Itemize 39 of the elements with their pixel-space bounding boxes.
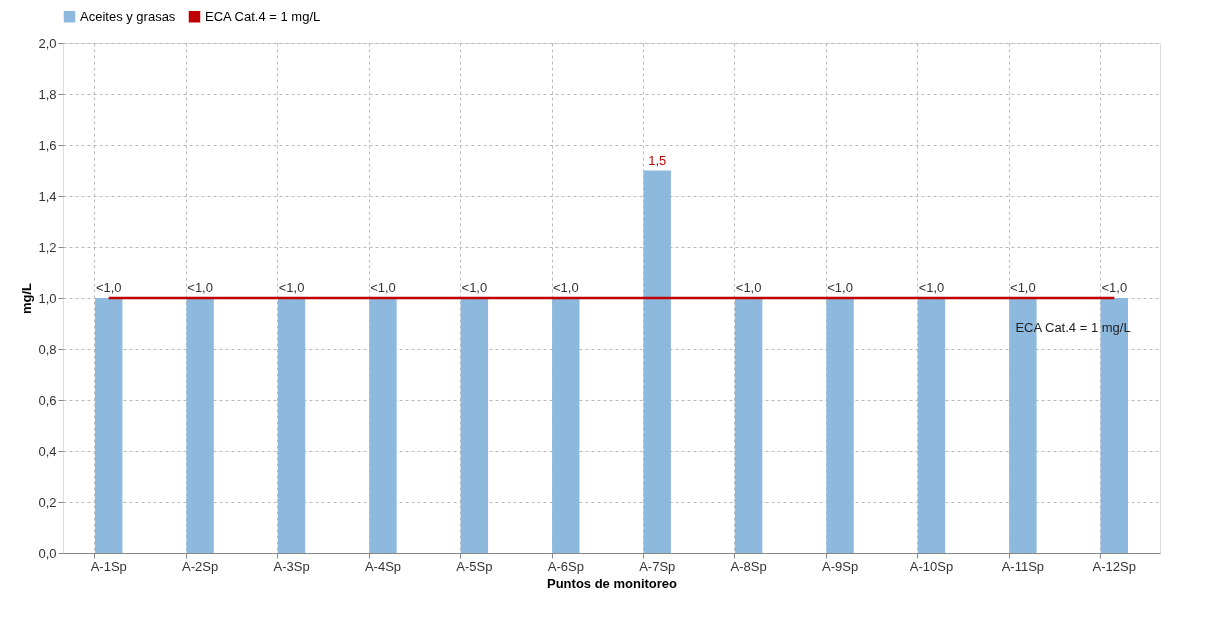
data-label: <1,0: [827, 280, 853, 295]
y-tick-label: 1,6: [38, 137, 57, 153]
y-tick-label: 1,2: [38, 239, 57, 255]
legend-label: Aceites y grasas: [80, 8, 176, 24]
x-tick-label: A-5Sp: [456, 558, 493, 574]
x-tick-label: A-9Sp: [821, 558, 859, 574]
y-tick-label: 0,8: [38, 341, 57, 357]
x-tick-label: A-11Sp: [1001, 558, 1045, 574]
y-tick-label: 1,4: [38, 188, 57, 204]
x-tick-label: A-8Sp: [730, 558, 767, 574]
y-tick-label: 0,6: [38, 392, 57, 408]
y-tick-label: 1,0: [38, 290, 57, 306]
y-tick-label: 0,2: [38, 494, 57, 510]
x-tick-label: A-4Sp: [364, 558, 402, 574]
data-label: <1,0: [1010, 280, 1036, 295]
y-tick-label: 1,8: [38, 86, 57, 102]
data-label: <1,0: [95, 280, 122, 295]
x-tick-label: A-6Sp: [547, 558, 584, 574]
x-axis-title: Puntos de monitoreo: [547, 575, 678, 591]
y-tick-label: 2,0: [38, 35, 57, 51]
x-tick-label: A-2Sp: [182, 558, 219, 574]
data-label: <1,0: [552, 280, 579, 295]
x-tick-label: A-12Sp: [1092, 558, 1136, 574]
data-label: <1,0: [1101, 280, 1128, 295]
y-tick-label: 0,0: [38, 545, 57, 561]
x-tick-label: A-10Sp: [909, 558, 954, 574]
x-tick-label: A-1Sp: [90, 558, 127, 574]
data-label: <1,0: [735, 280, 762, 295]
y-tick-label: 0,4: [38, 443, 57, 459]
data-label: 1,5: [648, 152, 667, 168]
legend-label: ECA Cat.4 = 1 mg/L: [205, 8, 321, 24]
data-label: <1,0: [278, 280, 305, 295]
x-tick-label: A-3Sp: [273, 558, 310, 574]
y-axis-title: mg/L: [19, 282, 35, 315]
data-label: <1,0: [370, 280, 396, 295]
data-label: <1,0: [187, 280, 213, 295]
data-label: <1,0: [461, 280, 488, 295]
x-tick-label: A-7Sp: [639, 558, 676, 574]
data-label: <1,0: [918, 280, 945, 295]
